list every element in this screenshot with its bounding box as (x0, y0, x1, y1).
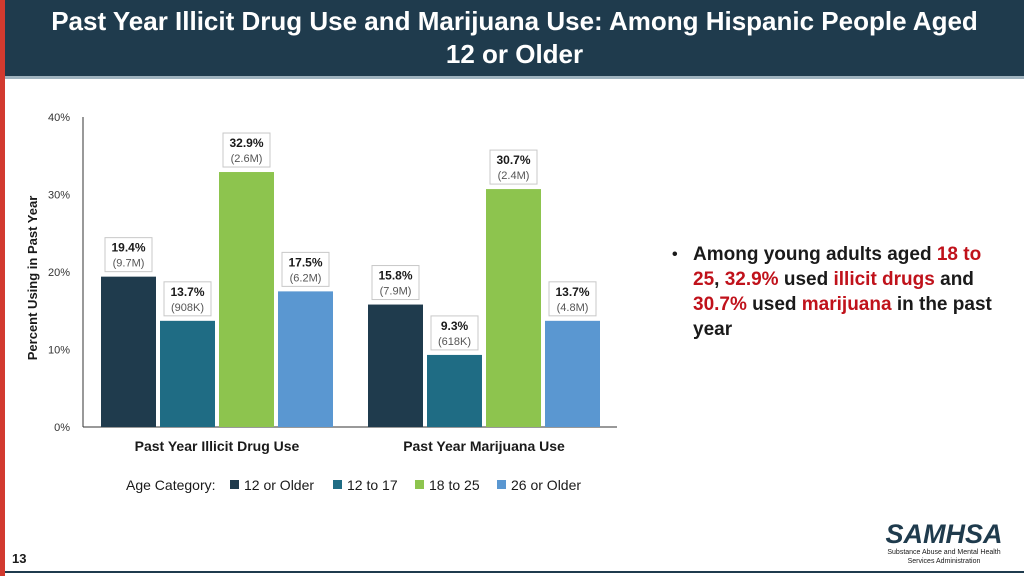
data-label-percent: 32.9% (229, 136, 263, 150)
data-label-box (430, 315, 479, 351)
header-divider (5, 76, 1024, 79)
bullet-text-segment: Among young adults aged (693, 244, 937, 265)
bar-18-to-25 (219, 172, 274, 427)
bar-26-or-older (278, 291, 333, 427)
data-label-percent: 9.3% (441, 319, 469, 333)
x-category-label: Past Year Marijuana Use (403, 438, 565, 454)
data-label-count: (9.7M) (113, 258, 145, 270)
bullet-text-segment: used (746, 294, 802, 315)
bar-12-to-17 (427, 354, 482, 427)
data-label-percent: 17.5% (288, 255, 322, 269)
data-label-percent: 15.8% (378, 269, 412, 283)
bullet-text-segment: and (934, 269, 974, 290)
bullet-highlight-marijuana: marijuana (801, 294, 892, 315)
slide-header: Past Year Illicit Drug Use and Marijuana… (5, 0, 1024, 76)
left-accent-bar (0, 0, 5, 576)
bullet-dot-icon: • (672, 246, 678, 263)
key-finding-text: Among young adults aged 18 to 25, 32.9% … (693, 242, 992, 342)
data-label-box (489, 149, 538, 185)
bullet-highlight-marijuana-pct: 30.7% (693, 294, 747, 315)
logo-subtitle: Substance Abuse and Mental Health Servic… (887, 549, 1001, 565)
data-label-box (104, 237, 153, 273)
bullet-highlight-illicit-pct: 32.9% (724, 269, 779, 290)
bullet-text-segment: used (778, 269, 834, 290)
legend-label: 12 to 17 (347, 477, 398, 493)
logo-wordmark: SAMHSA (885, 519, 1003, 549)
bullet-text-segment: , (714, 269, 725, 290)
data-label-box (222, 132, 271, 168)
data-label-count: (2.4M) (498, 170, 530, 182)
data-label-count: (6.2M) (290, 272, 322, 284)
key-finding-bullet: • Among young adults aged 18 to 25, 32.9… (672, 242, 992, 342)
y-axis-label: Percent Using in Past Year (25, 196, 40, 361)
slide-title: Past Year Illicit Drug Use and Marijuana… (51, 6, 978, 69)
y-tick-label: 40% (48, 112, 70, 124)
data-label-count: (618K) (438, 336, 471, 348)
data-label-box (548, 281, 597, 317)
data-label-count: (908K) (171, 302, 204, 314)
data-label-count: (2.6M) (231, 153, 263, 165)
bar-12-or-older (368, 304, 423, 427)
legend-swatch (497, 480, 506, 489)
data-label-count: (7.9M) (380, 286, 412, 298)
x-category-label: Past Year Illicit Drug Use (135, 438, 300, 454)
data-label-box (163, 281, 212, 317)
bullet-highlight-age: 18 to 25 (693, 244, 982, 290)
footer-divider (5, 571, 1024, 573)
legend-swatch (415, 480, 424, 489)
legend-label: 26 or Older (511, 477, 581, 493)
legend-label: 18 to 25 (429, 477, 480, 493)
data-label-box (371, 265, 420, 301)
page-number: 13 (12, 551, 27, 566)
legend-swatch (230, 480, 239, 489)
y-tick-label: 30% (48, 190, 70, 202)
data-label-percent: 30.7% (496, 153, 530, 167)
data-label-percent: 13.7% (170, 285, 204, 299)
legend-label: 12 or Older (244, 477, 314, 493)
data-label-percent: 13.7% (555, 285, 589, 299)
bar-26-or-older (545, 320, 600, 427)
bullet-text-segment: in the past year (693, 294, 992, 340)
bar-chart: 0% 10% 20% 30% 40% Percent Using in Past Year… (25, 112, 617, 493)
bullet-highlight-illicit-drugs: illicit drugs (833, 269, 935, 290)
y-tick-label: 0% (54, 422, 70, 434)
y-tick-label: 10% (48, 345, 70, 357)
data-label-box (281, 251, 330, 287)
samhsa-logo: SAMHSA Substance Abuse and Mental Health… (880, 520, 1008, 566)
legend-title: Age Category: (126, 477, 216, 493)
legend-swatch (333, 480, 342, 489)
data-label-percent: 19.4% (111, 241, 145, 255)
bar-12-or-older (101, 276, 156, 427)
y-tick-label: 20% (48, 267, 70, 279)
data-label-count: (4.8M) (557, 302, 589, 314)
bar-12-to-17 (160, 320, 215, 427)
bar-18-to-25 (486, 189, 541, 427)
